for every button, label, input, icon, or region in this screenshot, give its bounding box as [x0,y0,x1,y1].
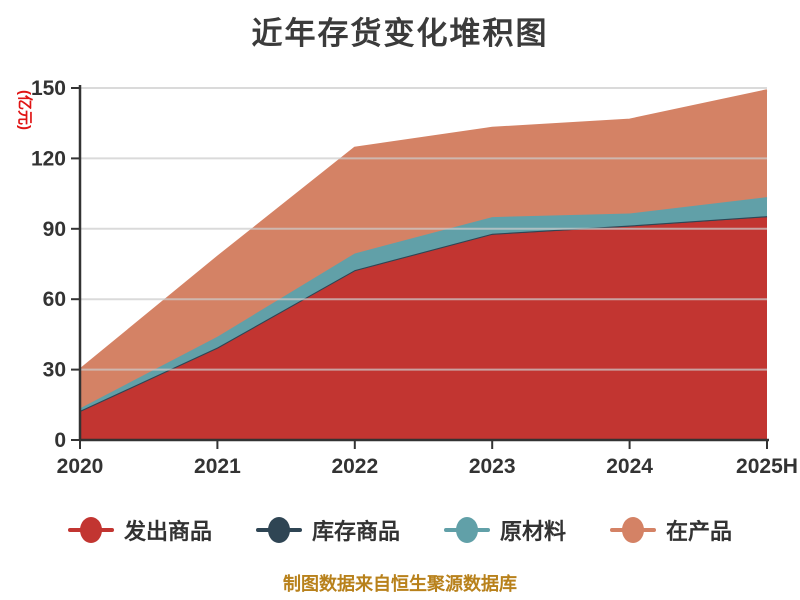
legend-dot-icon [456,517,478,543]
x-axis-tick-label: 2023 [469,455,516,478]
legend-label: 库存商品 [311,519,400,544]
x-axis-tick-label: 2022 [331,455,378,478]
series-line-3 [79,89,768,371]
y-axis-tick-label: 150 [31,77,66,100]
data-source-note: 制图数据来自恒生聚源数据库 [283,574,517,594]
chart-title: 近年存货变化堆积图 [251,16,549,51]
legend-dot-icon [622,517,645,543]
stacked-area-chart: 2020 2021 2022 2023 2024 2025H 0 30 60 90 120 150 [31,77,798,478]
legend-label: 发出商品 [123,519,212,544]
chart-legend: 发出商品 库存商品 原材料 在产品 [0,514,800,546]
legend-label: 在产品 [666,519,733,544]
x-axis-tick-label: 2021 [194,455,241,478]
x-axis-tick-label: 2020 [57,455,104,478]
legend-dot-icon [79,517,102,543]
legend-item-2[interactable]: 原材料 [444,514,566,546]
legend-item-3[interactable]: 在产品 [610,514,732,546]
legend-marker-icon [444,516,490,544]
x-axis-tick-label: 2025H [736,455,798,478]
y-axis-tick-label: 90 [43,218,66,241]
x-axis-tick-label: 2024 [606,455,653,478]
legend-marker-icon [67,516,114,544]
legend-item-1[interactable]: 库存商品 [255,514,400,546]
series-area-2 [80,197,767,411]
legend-label: 原材料 [500,519,567,544]
legend-item-0[interactable]: 发出商品 [67,514,212,546]
series-area-3 [80,90,767,409]
y-axis-tick-label: 120 [31,147,66,170]
legend-marker-icon [255,516,302,544]
y-axis-tick-label: 30 [43,359,66,382]
y-axis-tick-label: 0 [54,429,66,452]
legend-marker-icon [610,516,657,544]
series-line-2 [79,196,768,410]
legend-dot-icon [267,517,290,543]
series-area-0 [80,217,767,440]
y-axis-tick-label: 60 [43,288,66,311]
